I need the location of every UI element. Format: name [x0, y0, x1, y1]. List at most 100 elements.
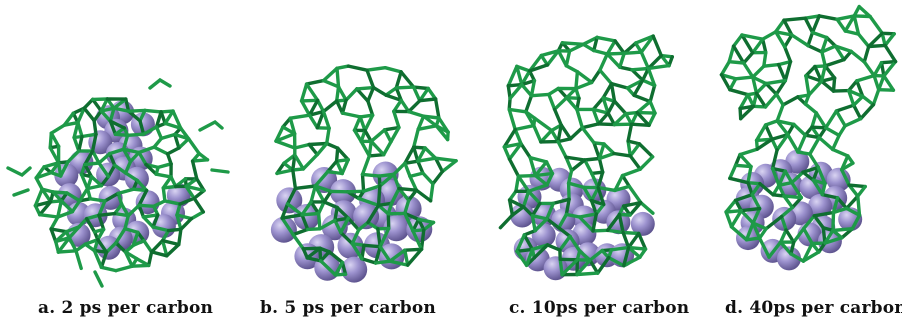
carbon-bond: [820, 44, 838, 54]
carbon-bond: [803, 102, 819, 115]
carbon-bond: [545, 243, 562, 252]
carbon-bond: [361, 184, 382, 194]
carbon-bond: [609, 81, 630, 90]
carbon-bond: [416, 156, 438, 163]
carbon-bond: [141, 213, 160, 219]
carbon-bond: [406, 188, 419, 203]
carbon-bond: [609, 81, 617, 103]
carbon-bond: [575, 258, 592, 277]
carbon-bond: [521, 205, 535, 218]
carbon-bond: [551, 197, 571, 206]
carbon-bond: [757, 226, 768, 240]
carbon-bond: [556, 139, 568, 159]
carbon-bond: [558, 257, 580, 262]
carbon-bond: [333, 205, 339, 223]
carbon-bond: [382, 128, 393, 144]
carbon-bond: [620, 167, 642, 178]
carbon-bond: [739, 206, 762, 213]
carbon-bond: [137, 145, 156, 155]
carbon-bond: [288, 113, 312, 120]
carbon-bond: [545, 217, 561, 230]
carbon-bond: [300, 211, 321, 217]
carbon-bond: [727, 60, 746, 65]
carbon-bond: [313, 169, 330, 188]
carbon-cage-a: [6, 77, 230, 288]
carbon-bond: [321, 99, 339, 114]
carbon-bond: [49, 123, 67, 135]
carbon-bond: [528, 155, 538, 178]
carbon-bond: [755, 137, 774, 151]
carbon-bond: [833, 44, 853, 54]
carbon-bond: [839, 167, 851, 187]
carbon-bond: [778, 228, 788, 244]
carbon-bond: [141, 125, 159, 136]
carbon-bond: [161, 184, 178, 190]
carbon-bond: [777, 180, 794, 188]
carbon-bond: [728, 176, 750, 185]
carbon-bond: [386, 201, 394, 216]
carbon-bond: [728, 87, 750, 97]
carbon-bond: [882, 59, 898, 78]
carbon-bond: [605, 51, 626, 56]
carbon-bond: [830, 133, 841, 152]
carbon-bond: [137, 188, 149, 208]
carbon-bond: [96, 237, 109, 254]
carbon-bond: [782, 33, 794, 49]
metal-atom: [808, 193, 833, 218]
carbon-bond: [529, 92, 551, 98]
carbon-bond: [121, 147, 141, 155]
carbon-bond: [790, 170, 805, 185]
carbon-bond: [566, 181, 586, 190]
carbon-bond: [114, 264, 134, 273]
carbon-bond: [74, 249, 83, 271]
carbon-bond: [408, 171, 425, 179]
carbon-bond: [318, 250, 332, 263]
carbon-bond: [149, 238, 165, 254]
carbon-bond: [782, 194, 795, 210]
carbon-bond: [160, 238, 169, 258]
carbon-bond: [137, 203, 156, 209]
carbon-bond: [856, 184, 867, 198]
carbon-bond: [335, 66, 341, 89]
carbon-bond: [558, 234, 572, 252]
metal-atom: [270, 216, 297, 243]
carbon-bond: [519, 141, 532, 160]
carbon-bond: [746, 164, 753, 185]
carbon-bond: [90, 97, 103, 113]
carbon-bond: [56, 249, 78, 254]
carbon-bond: [626, 245, 648, 251]
carbon-bond: [131, 238, 146, 248]
carbon-bond: [388, 259, 410, 267]
carbon-bond: [498, 213, 515, 230]
carbon-bond: [89, 174, 104, 188]
carbon-bond: [99, 109, 113, 123]
panel-d-structure: [719, 4, 898, 271]
carbon-bond: [130, 263, 151, 268]
carbon-bond: [433, 97, 441, 120]
carbon-bond: [92, 118, 98, 137]
carbon-bond: [618, 65, 634, 72]
carbon-bond: [609, 245, 631, 252]
panel-a-structure: [6, 77, 230, 288]
carbon-bond: [810, 14, 822, 35]
carbon-bond: [381, 140, 393, 157]
carbon-bond: [770, 137, 779, 152]
carbon-bond: [59, 199, 75, 214]
carbon-bond: [532, 116, 554, 133]
carbon-bond: [322, 189, 333, 204]
carbon-bond: [810, 111, 819, 129]
carbon-bond: [77, 186, 90, 203]
carbon-bond: [819, 79, 836, 93]
carbon-bond: [582, 185, 594, 203]
carbon-bond: [530, 201, 542, 218]
carbon-bond: [340, 98, 348, 115]
carbon-bond: [515, 249, 529, 267]
carbon-bond: [403, 247, 424, 252]
carbon-bond: [143, 108, 163, 114]
carbon-bond: [846, 88, 856, 107]
carbon-bond: [751, 64, 766, 79]
carbon-bond: [790, 33, 810, 48]
carbon-bond: [340, 157, 350, 176]
carbon-bond: [739, 208, 755, 225]
carbon-bond: [729, 208, 743, 229]
